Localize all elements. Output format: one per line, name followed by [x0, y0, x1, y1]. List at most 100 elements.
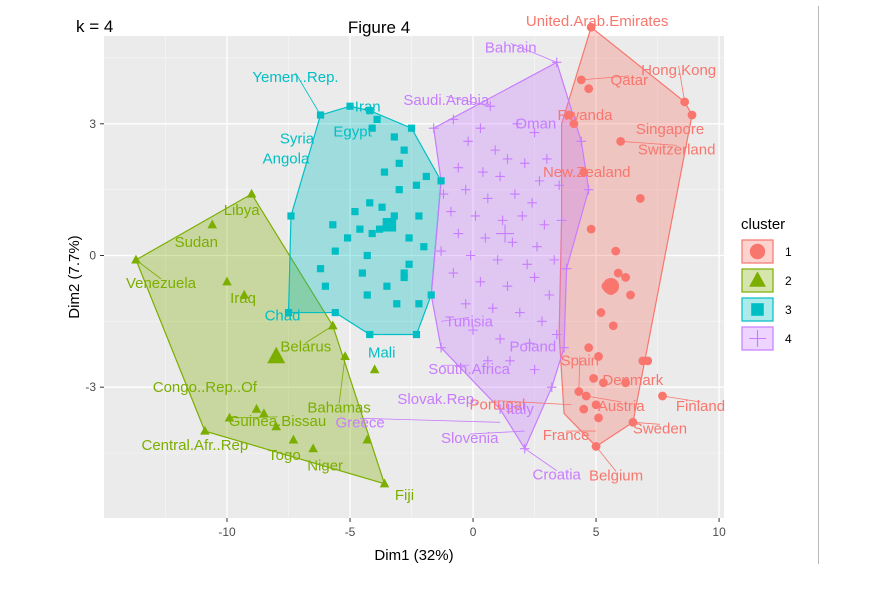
- cluster-4-point: [485, 101, 496, 112]
- point-label: Austria: [598, 398, 645, 415]
- cluster-4-point: [436, 246, 446, 256]
- cluster-4-point: [537, 316, 547, 327]
- cluster-3-point: [395, 186, 403, 194]
- legend-label-4: 4: [785, 332, 792, 346]
- cluster-1-point: [608, 321, 618, 331]
- cluster-3-point: [405, 260, 413, 268]
- cluster-3-point: [400, 146, 408, 154]
- cluster-1-point: [584, 343, 594, 353]
- cluster-4-point: [529, 127, 540, 138]
- label-leader-line: [581, 75, 630, 81]
- cluster-2-point: [207, 219, 218, 229]
- cluster-2-point: [369, 364, 380, 374]
- cluster-2-point: [308, 443, 318, 453]
- legend-symbol-2: [749, 271, 766, 287]
- label-leader-line: [678, 65, 686, 102]
- legend-label-1: 1: [785, 245, 792, 259]
- cluster-4-point: [551, 329, 562, 340]
- cluster-1-point: [579, 404, 589, 414]
- cluster-3-point: [316, 265, 325, 273]
- cluster-1-point: [626, 290, 635, 300]
- point-label: Tunisia: [445, 313, 493, 330]
- point-label: Togo: [268, 447, 301, 464]
- label-leader-line: [510, 42, 557, 63]
- cluster-1-hull: [558, 26, 693, 448]
- cluster-1-point: [586, 224, 596, 234]
- cluster-3-point: [395, 159, 403, 167]
- x-axis-title: Dim1 (32%): [374, 547, 453, 564]
- cluster-3-point: [383, 282, 391, 290]
- cluster-3-point: [329, 221, 337, 229]
- cluster-4-point: [453, 228, 464, 239]
- point-label: France: [543, 427, 590, 444]
- point-label: Niger: [307, 458, 343, 475]
- point-label: Singapore: [636, 121, 704, 138]
- cluster-4-point: [470, 211, 481, 221]
- cluster-4-point: [495, 171, 505, 182]
- cluster-2-point: [224, 412, 235, 422]
- point-label: Switzerland: [638, 141, 716, 158]
- cluster-4-point: [436, 342, 446, 353]
- cluster-3-point: [356, 225, 364, 233]
- cluster-3-point: [405, 234, 413, 242]
- x-tick-label: -5: [345, 525, 356, 539]
- cluster-3-point: [390, 212, 398, 220]
- cluster-2-point: [222, 276, 232, 286]
- cluster-4-point: [519, 158, 530, 169]
- plot-panel: [104, 36, 724, 518]
- cluster-1-point: [596, 308, 606, 317]
- cluster-2-centroid: [267, 346, 286, 364]
- cluster-3-point: [358, 269, 366, 277]
- cluster-4-point: [505, 356, 515, 366]
- cluster-1-point: [594, 352, 603, 361]
- label-leader-line: [135, 259, 162, 280]
- point-label: Bahrain: [485, 39, 537, 56]
- cluster-2-point: [239, 289, 250, 299]
- cluster-3-point: [427, 291, 435, 299]
- label-leader-line: [360, 417, 501, 423]
- cluster-4-point: [475, 123, 486, 133]
- cluster-4-point: [448, 268, 459, 278]
- cluster-4-point: [463, 136, 473, 147]
- label-leader-line: [620, 140, 677, 146]
- cluster-1-point: [581, 391, 591, 401]
- cluster-1-point: [564, 110, 574, 120]
- cluster-4-point: [460, 184, 471, 195]
- cluster-3-point: [321, 282, 330, 290]
- cluster-4-point: [495, 404, 505, 414]
- cluster-3-point: [375, 225, 384, 233]
- point-label: Poland: [509, 338, 556, 355]
- cluster-4-point: [529, 364, 540, 375]
- cluster-2-point: [200, 425, 210, 435]
- cluster-1-point: [687, 110, 697, 120]
- cluster-4-point: [532, 241, 542, 252]
- cluster-1-point: [611, 246, 621, 256]
- cluster-3-point: [393, 300, 401, 308]
- cluster-3-point: [380, 168, 389, 176]
- point-label: Angola: [263, 150, 310, 167]
- point-label: Belarus: [280, 339, 331, 356]
- cluster-4-point: [539, 219, 550, 230]
- cluster-1-point: [599, 378, 608, 388]
- point-label: Chad: [265, 308, 301, 325]
- cluster-4-point: [529, 272, 540, 283]
- cluster-4-point: [460, 298, 471, 309]
- cluster-4-point: [502, 281, 513, 292]
- cluster-4-point: [556, 215, 567, 226]
- point-label: Yemen..Rep.: [252, 69, 338, 86]
- point-label: Belgium: [589, 467, 643, 484]
- cluster-1-point: [589, 374, 599, 383]
- x-tick-label: 0: [470, 525, 477, 539]
- point-label: Oman: [515, 116, 556, 133]
- cluster-3-point: [331, 308, 339, 317]
- plot-subtitle: k = 4: [76, 17, 113, 36]
- cluster-4-point: [524, 338, 535, 349]
- cluster-1-point: [643, 356, 653, 366]
- cluster-4-point: [483, 193, 493, 204]
- cluster-2-point: [362, 434, 373, 444]
- cluster-2-point: [246, 188, 257, 198]
- point-label: Greece: [336, 414, 385, 431]
- cluster-4-point: [554, 180, 564, 191]
- point-label: Spain: [561, 353, 599, 370]
- point-label: Finland: [676, 398, 725, 415]
